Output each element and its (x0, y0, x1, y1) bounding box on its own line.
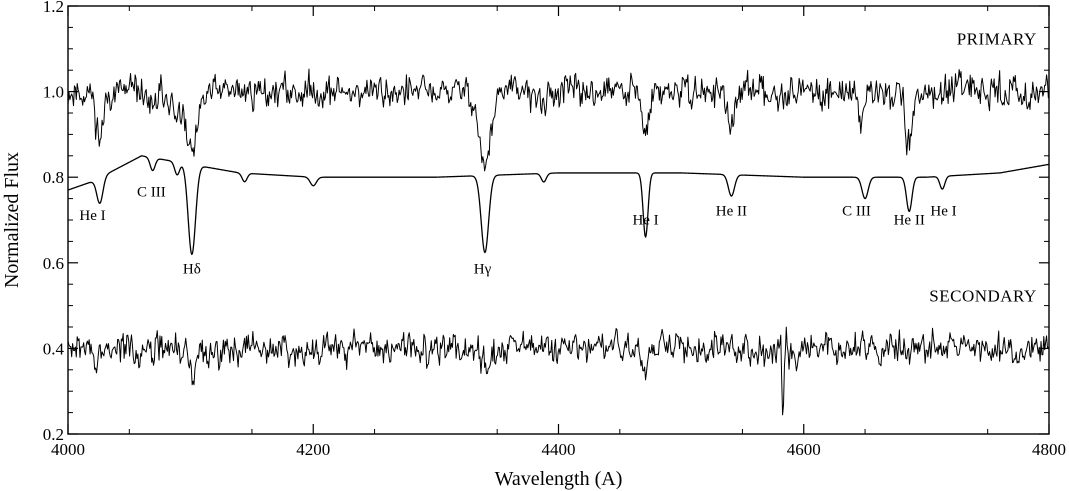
y-tick-label: 0.8 (43, 168, 64, 187)
series-line-model (67, 155, 1050, 256)
annotation-label: Hγ (474, 262, 492, 278)
tick-labels: 4000 4200 4400 4600 4800 0.2 0.4 0.6 0.8 1.0 1.2 (43, 0, 1066, 459)
x-tick-label: 4600 (787, 440, 821, 459)
series-line-secondary (67, 326, 1049, 416)
annotation-label: He II (894, 212, 925, 228)
y-tick-label: 1.0 (43, 83, 64, 102)
annotation-label: PRIMARY (957, 30, 1037, 49)
annotation-label: He II (716, 204, 747, 220)
y-tick-label: 0.2 (43, 425, 64, 444)
annotation-label: He I (632, 212, 658, 228)
annotation-label: SECONDARY (929, 286, 1036, 305)
y-tick-label: 0.6 (43, 254, 64, 273)
y-axis-label: Normalized Flux (1, 152, 23, 288)
plot-lines (67, 68, 1050, 416)
x-tick-label: 4000 (51, 440, 85, 459)
x-axis-label: Wavelength (A) (495, 468, 623, 490)
x-tick-label: 4400 (542, 440, 576, 459)
annotation-label: He I (930, 204, 956, 220)
series-line-primary (67, 68, 1049, 172)
annotation-label: C III (842, 204, 871, 220)
y-tick-label: 0.4 (43, 339, 65, 358)
x-tick-label: 4200 (296, 440, 330, 459)
x-tick-label: 4800 (1032, 440, 1066, 459)
annotations: PRIMARY SECONDARY He I C III Hδ Hγ He I He II C … (79, 30, 1036, 306)
annotation-label: Hδ (183, 262, 201, 278)
annotation-label: C III (137, 184, 166, 200)
y-tick-label: 1.2 (43, 0, 64, 16)
plot-frame (67, 5, 1050, 435)
annotation-label: He I (79, 208, 105, 224)
